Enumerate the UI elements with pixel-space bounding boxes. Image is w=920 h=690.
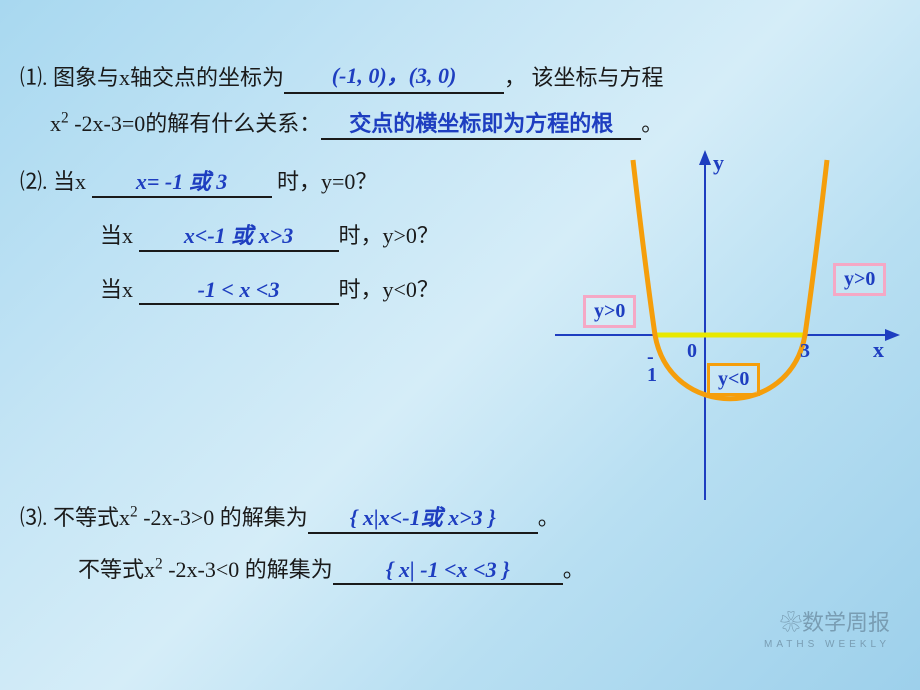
q1-middle: ， 该坐标与方程 <box>504 65 664 90</box>
q3-s2: 。 <box>563 557 585 582</box>
q1-answer1: (-1, 0)，(3, 0) <box>332 63 457 88</box>
q2-a3: -1 < x <3 <box>198 277 280 302</box>
q1-blank2: 交点的横坐标即为方程的根 <box>321 106 641 140</box>
q3-a2: { x| -1 <x <3 } <box>386 557 510 582</box>
q1-answer2: 交点的横坐标即为方程的根 <box>349 111 613 136</box>
logo-en: MATHS WEEKLY <box>764 639 890 650</box>
root2-label: 3 <box>800 340 810 362</box>
logo-cn: 数学周报 <box>802 610 890 635</box>
root1-label-b: 1 <box>647 364 657 386</box>
q1-suffix: 。 <box>641 111 663 136</box>
q2-a1: x= -1 或 3 <box>136 169 227 194</box>
q2-blank2: x<-1 或 x>3 <box>139 218 339 252</box>
y-arrow <box>699 150 711 165</box>
parabola-graph: y x 0 - 1 3 y>0 y>0 y<0 <box>555 145 905 505</box>
q3-line2: 不等式x2 -2x-3<0 的解集为 { x| -1 <x <3 } 。 <box>20 552 900 585</box>
logo-icon: ❀ <box>780 610 802 635</box>
q2-a2: x<-1 或 x>3 <box>184 223 293 248</box>
q2-t2: 时，y>0？ <box>339 223 439 248</box>
q1-line2-prefix: x2 -2x-3=0的解有什么关系： <box>50 111 321 136</box>
q1-blank1: (-1, 0)，(3, 0) <box>284 60 504 94</box>
q3-line1: ⑶. 不等式x2 -2x-3>0 的解集为 { x|x<-1或 x>3 } 。 <box>20 500 900 534</box>
q2-prefix: ⑵. 当x <box>20 169 92 194</box>
q2-t1: 时，y=0？ <box>272 169 378 194</box>
q3-a1: { x|x<-1或 x>3 } <box>350 505 496 530</box>
q3-blank2: { x| -1 <x <3 } <box>333 557 563 585</box>
q1-line2: x2 -2x-3=0的解有什么关系： 交点的横坐标即为方程的根 。 <box>20 106 900 140</box>
x-arrow <box>885 329 900 341</box>
logo: ❀数学周报 MATHS WEEKLY <box>764 605 890 650</box>
q3-blank1: { x|x<-1或 x>3 } <box>308 500 538 534</box>
box-ylt0: y<0 <box>707 363 760 396</box>
q2-p2: 当x <box>100 223 139 248</box>
q1-prefix: ⑴. 图象与x轴交点的坐标为 <box>20 65 284 90</box>
q3-s1: 。 <box>538 505 560 530</box>
q3-p2: 不等式x2 -2x-3<0 的解集为 <box>78 557 333 582</box>
q2-p3: 当x <box>100 277 139 302</box>
y-label: y <box>713 150 724 175</box>
q3-p1: ⑶. 不等式x2 -2x-3>0 的解集为 <box>20 505 308 530</box>
q1-line1: ⑴. 图象与x轴交点的坐标为 (-1, 0)，(3, 0) ， 该坐标与方程 <box>20 60 900 94</box>
q2-blank3: -1 < x <3 <box>139 277 339 305</box>
box-ygt0-left: y>0 <box>583 295 636 328</box>
box-ygt0-right: y>0 <box>833 263 886 296</box>
q2-blank1: x= -1 或 3 <box>92 164 272 198</box>
origin-label: 0 <box>687 340 697 362</box>
x-label: x <box>873 337 884 362</box>
q2-t3: 时，y<0？ <box>339 277 439 302</box>
